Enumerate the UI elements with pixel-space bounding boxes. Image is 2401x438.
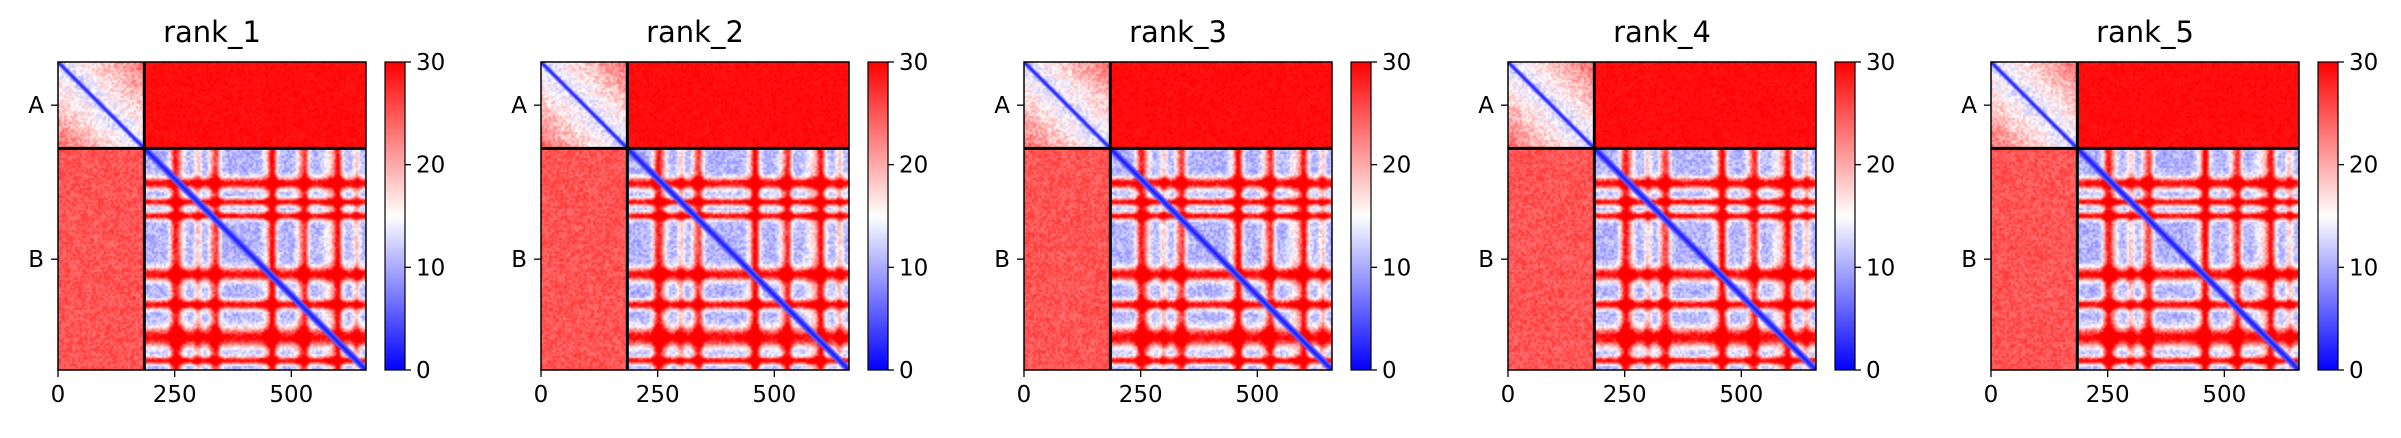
colorbar-tick-label: 30 <box>416 50 445 76</box>
x-tick-label: 250 <box>1603 382 1647 408</box>
x-tick-label: 250 <box>153 382 197 408</box>
colorbar-tick-label: 10 <box>1382 255 1411 281</box>
y-tick-label-chain-A: A <box>1478 93 1494 119</box>
panel-title: rank_3 <box>1129 15 1227 49</box>
pae-heatmap <box>58 62 366 370</box>
x-tick-label: 500 <box>1719 382 1763 408</box>
colorbar-frame <box>1350 61 1372 371</box>
axes-frame <box>1990 61 2300 371</box>
pae-panel-2: rank_2 0 250 500 A B 0 10 20 30 <box>511 15 928 408</box>
colorbar-gradient <box>385 62 405 370</box>
x-tick-label: 0 <box>51 382 66 408</box>
panel-title: rank_1 <box>163 15 261 49</box>
colorbar: 0 10 20 30 <box>2317 50 2378 384</box>
colorbar-tick-label: 30 <box>1382 50 1411 76</box>
colorbar-tick-label: 0 <box>1866 358 1881 384</box>
y-tick-label-chain-A: A <box>1961 93 1977 119</box>
panel-title: rank_2 <box>646 15 744 49</box>
colorbar: 0 10 20 30 <box>867 50 928 384</box>
pae-heatmap <box>541 62 849 370</box>
colorbar-tick-label: 10 <box>2349 255 2378 281</box>
colorbar-tick-label: 20 <box>416 153 445 179</box>
colorbar-gradient <box>2318 62 2338 370</box>
x-tick-label: 250 <box>636 382 680 408</box>
colorbar-tick-label: 0 <box>899 358 914 384</box>
colorbar-gradient <box>868 62 888 370</box>
colorbar-gradient <box>1835 62 1855 370</box>
pae-panel-5: rank_5 0 250 500 A B 0 10 20 30 <box>1961 15 2378 408</box>
panel-title: rank_5 <box>2096 15 2194 49</box>
colorbar-tick-label: 30 <box>1866 50 1895 76</box>
colorbar-tick-label: 20 <box>1382 153 1411 179</box>
colorbar-tick-label: 30 <box>2349 50 2378 76</box>
y-tick-label-chain-B: B <box>511 247 527 273</box>
x-tick-label: 0 <box>534 382 549 408</box>
pae-heatmap <box>1508 62 1816 370</box>
x-tick-label: 0 <box>1501 382 1516 408</box>
colorbar-tick-label: 0 <box>2349 358 2364 384</box>
colorbar-tick-label: 0 <box>416 358 431 384</box>
axes-frame <box>540 61 850 371</box>
y-tick-label-chain-A: A <box>994 93 1010 119</box>
x-tick-label: 250 <box>2086 382 2130 408</box>
x-tick-label: 0 <box>1017 382 1032 408</box>
axes-frame <box>1023 61 1333 371</box>
x-tick-label: 500 <box>1235 382 1279 408</box>
colorbar-tick-label: 10 <box>416 255 445 281</box>
x-tick-label: 500 <box>269 382 313 408</box>
pae-panel-1: rank_1 0 250 500 A B 0 10 20 30 <box>28 15 445 408</box>
colorbar-tick-label: 0 <box>1382 358 1397 384</box>
x-tick-label: 500 <box>752 382 796 408</box>
y-tick-label-chain-B: B <box>1478 247 1494 273</box>
pae-panel-3: rank_3 0 250 500 A B 0 10 20 30 <box>994 15 1411 408</box>
colorbar-frame <box>867 61 889 371</box>
y-tick-label-chain-B: B <box>1961 247 1977 273</box>
axes-frame <box>1507 61 1817 371</box>
x-tick-label: 0 <box>1984 382 1999 408</box>
colorbar-tick-label: 10 <box>1866 255 1895 281</box>
colorbar-tick-label: 20 <box>899 153 928 179</box>
colorbar-tick-label: 20 <box>1866 153 1895 179</box>
panel-title: rank_4 <box>1613 15 1711 49</box>
pae-heatmap <box>1991 62 2299 370</box>
colorbar: 0 10 20 30 <box>1834 50 1895 384</box>
x-tick-label: 250 <box>1119 382 1163 408</box>
colorbar-frame <box>1834 61 1856 371</box>
y-tick-label-chain-A: A <box>28 93 44 119</box>
colorbar-tick-label: 30 <box>899 50 928 76</box>
colorbar: 0 10 20 30 <box>1350 50 1411 384</box>
colorbar-tick-label: 10 <box>899 255 928 281</box>
colorbar: 0 10 20 30 <box>384 50 445 384</box>
pae-panel-4: rank_4 0 250 500 A B 0 10 20 30 <box>1478 15 1895 408</box>
colorbar-frame <box>384 61 406 371</box>
colorbar-frame <box>2317 61 2339 371</box>
y-tick-label-chain-B: B <box>28 247 44 273</box>
axes-frame <box>57 61 367 371</box>
pae-heatmap <box>1024 62 1332 370</box>
colorbar-gradient <box>1351 62 1371 370</box>
y-tick-label-chain-A: A <box>511 93 527 119</box>
x-tick-label: 500 <box>2202 382 2246 408</box>
y-tick-label-chain-B: B <box>994 247 1010 273</box>
colorbar-tick-label: 20 <box>2349 153 2378 179</box>
